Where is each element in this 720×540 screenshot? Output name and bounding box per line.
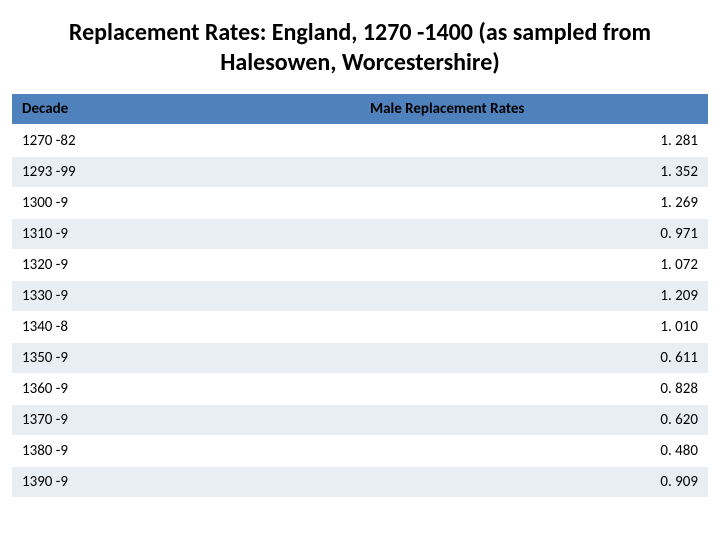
cell-decade: 1370 -9 bbox=[12, 405, 360, 436]
cell-decade: 1320 -9 bbox=[12, 250, 360, 281]
table-row: 1360 -90. 828 bbox=[12, 374, 708, 405]
table-row: 1390 -90. 909 bbox=[12, 467, 708, 498]
table-row: 1370 -90. 620 bbox=[12, 405, 708, 436]
cell-rate: 0. 909 bbox=[360, 467, 708, 498]
column-header-rate: Male Replacement Rates bbox=[360, 94, 708, 125]
cell-decade: 1310 -9 bbox=[12, 219, 360, 250]
cell-rate: 1. 072 bbox=[360, 250, 708, 281]
table-header-row: Decade Male Replacement Rates bbox=[12, 94, 708, 125]
table-row: 1300 -91. 269 bbox=[12, 188, 708, 219]
cell-decade: 1270 -82 bbox=[12, 125, 360, 157]
table-row: 1330 -91. 209 bbox=[12, 281, 708, 312]
cell-rate: 1. 209 bbox=[360, 281, 708, 312]
cell-decade: 1380 -9 bbox=[12, 436, 360, 467]
cell-rate: 0. 971 bbox=[360, 219, 708, 250]
cell-decade: 1293 -99 bbox=[12, 157, 360, 188]
column-header-decade: Decade bbox=[12, 94, 360, 125]
cell-decade: 1390 -9 bbox=[12, 467, 360, 498]
table-row: 1293 -991. 352 bbox=[12, 157, 708, 188]
cell-rate: 0. 828 bbox=[360, 374, 708, 405]
cell-decade: 1300 -9 bbox=[12, 188, 360, 219]
cell-rate: 1. 010 bbox=[360, 312, 708, 343]
cell-rate: 1. 281 bbox=[360, 125, 708, 157]
cell-rate: 0. 611 bbox=[360, 343, 708, 374]
cell-rate: 0. 620 bbox=[360, 405, 708, 436]
table-row: 1310 -90. 971 bbox=[12, 219, 708, 250]
cell-decade: 1350 -9 bbox=[12, 343, 360, 374]
cell-decade: 1360 -9 bbox=[12, 374, 360, 405]
replacement-rates-table: Decade Male Replacement Rates 1270 -821.… bbox=[12, 94, 708, 498]
table-row: 1320 -91. 072 bbox=[12, 250, 708, 281]
cell-rate: 1. 352 bbox=[360, 157, 708, 188]
table-row: 1340 -81. 010 bbox=[12, 312, 708, 343]
table-row: 1270 -821. 281 bbox=[12, 125, 708, 157]
page-title: Replacement Rates: England, 1270 -1400 (… bbox=[12, 8, 708, 94]
cell-decade: 1340 -8 bbox=[12, 312, 360, 343]
table-row: 1350 -90. 611 bbox=[12, 343, 708, 374]
cell-rate: 1. 269 bbox=[360, 188, 708, 219]
cell-decade: 1330 -9 bbox=[12, 281, 360, 312]
table-row: 1380 -90. 480 bbox=[12, 436, 708, 467]
cell-rate: 0. 480 bbox=[360, 436, 708, 467]
